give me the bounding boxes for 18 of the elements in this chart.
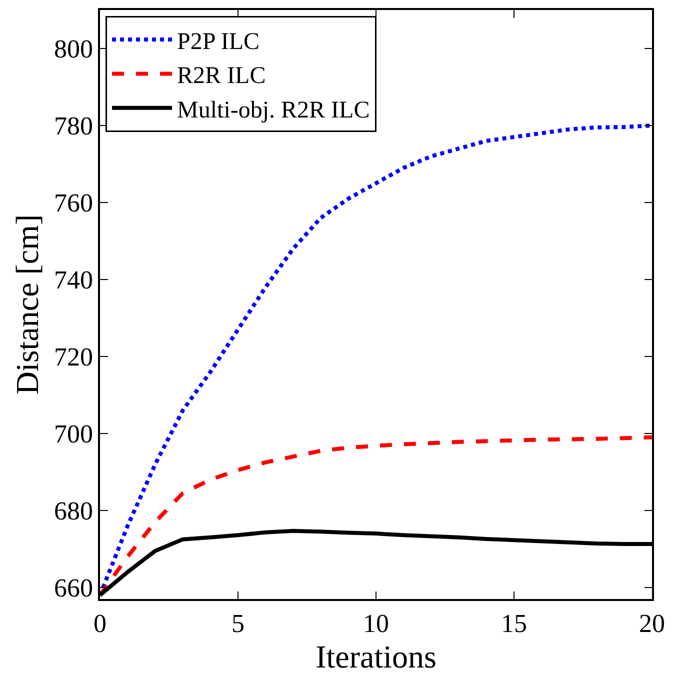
y-tick-label: 740	[54, 266, 94, 295]
y-tick-label: 780	[54, 112, 94, 141]
x-tick-label: 10	[363, 608, 389, 638]
x-axis-title: Iterations	[316, 638, 436, 674]
y-tick-label: 720	[54, 342, 94, 372]
y-axis-title: Distance [cm]	[8, 214, 45, 395]
legend-label: P2P ILC	[177, 28, 260, 55]
y-tick-label: 700	[54, 420, 94, 449]
legend-label: Multi-obj. R2R ILC	[177, 97, 370, 124]
x-tick-label: 0	[94, 608, 106, 638]
x-tick-label: 5	[232, 608, 244, 638]
y-tick-label: 680	[54, 496, 94, 526]
legend-label: R2R ILC	[177, 63, 266, 90]
y-tick-label: 660	[54, 574, 94, 603]
x-tick-label: 20	[639, 608, 665, 638]
x-tick-label: 15	[501, 608, 527, 638]
y-tick-label: 760	[54, 188, 94, 218]
y-tick-label: 800	[54, 34, 94, 64]
